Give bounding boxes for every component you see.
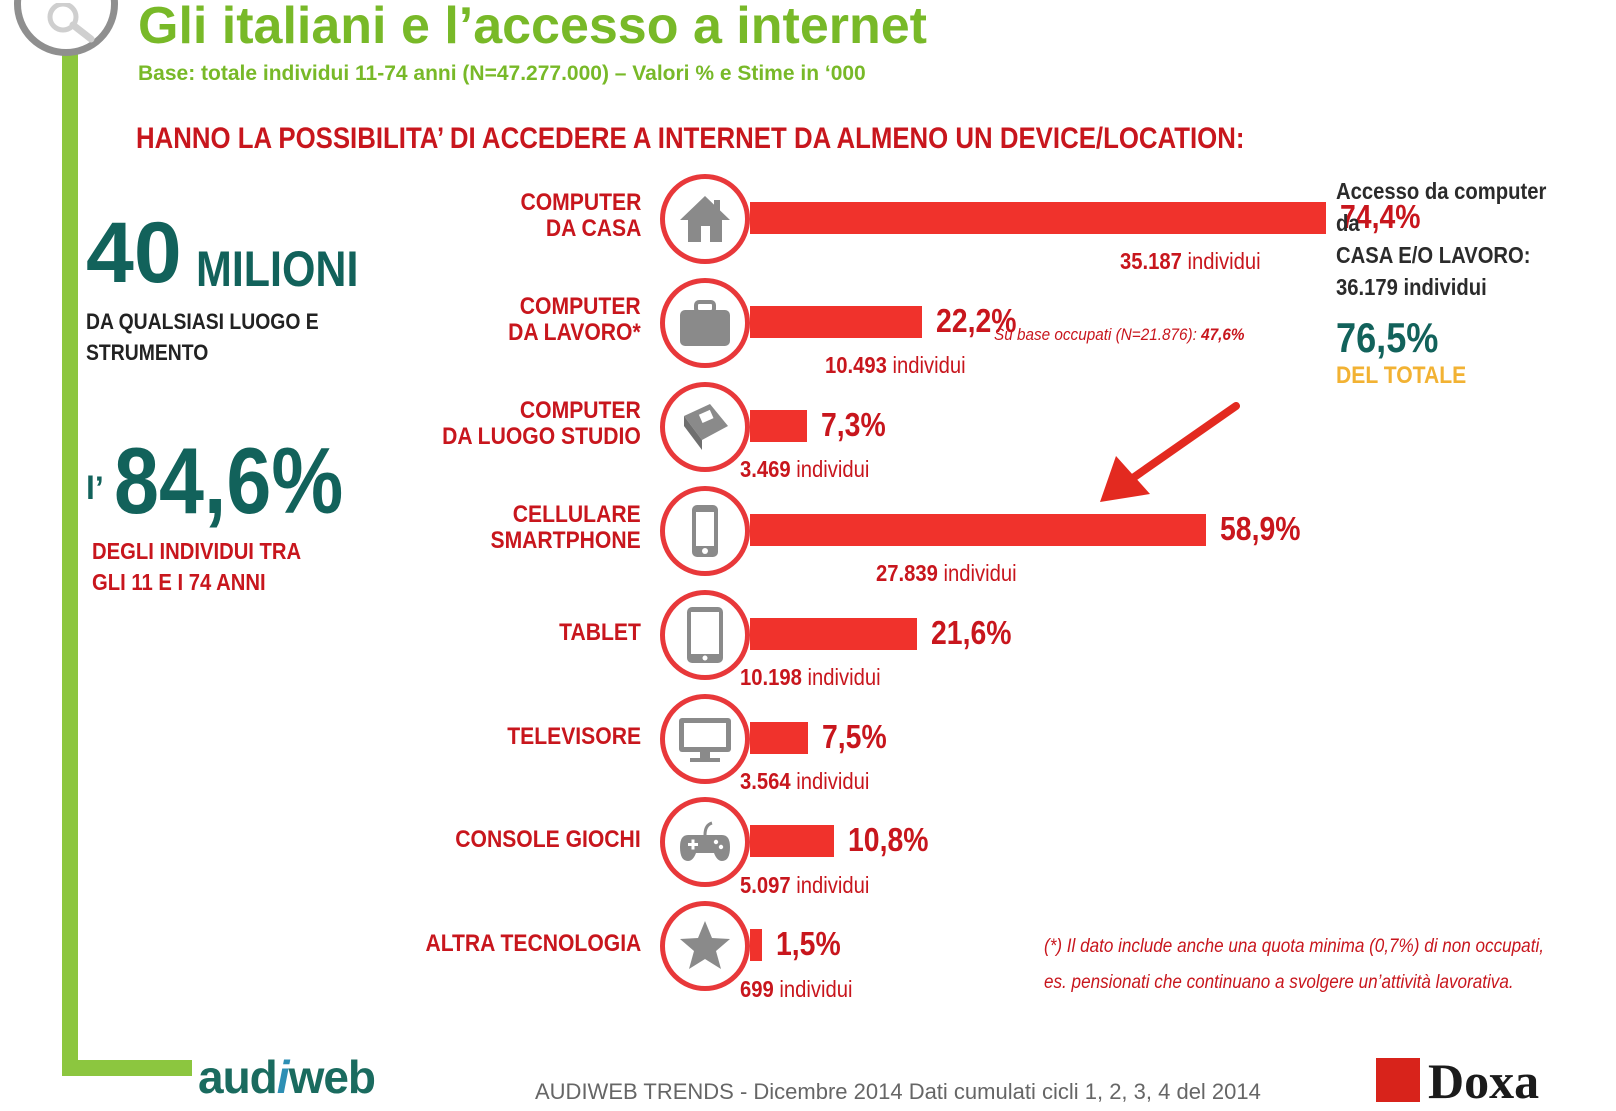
note-su-base-occupati: Su base occupati (N=21.876): 47,6% (994, 325, 1245, 344)
tablet-icon (660, 590, 750, 680)
category-label-line: DA CASA (545, 215, 641, 242)
value-label-televisore: 7,5% (822, 718, 887, 755)
big-unit: MILIONI (196, 241, 359, 297)
right-info-line3: CASA E/O LAVORO: (1336, 242, 1531, 268)
category-label-line: DA LAVORO* (508, 319, 641, 346)
category-label-computer-da-luogo-studio: COMPUTER DA LUOGO STUDIO (442, 398, 641, 450)
individui-label-televisore: 3.564 individui (740, 768, 870, 794)
category-label-line: ALTRA TECNOLOGIA (425, 930, 641, 957)
page-subtitle: Base: totale individui 11-74 anni (N=47.… (138, 62, 866, 85)
pct-desc-line2: GLI 11 E I 74 ANNI (92, 569, 266, 595)
individui-label-tablet: 10.198 individui (740, 664, 881, 690)
right-info-line1: Accesso da computer (1336, 178, 1547, 204)
arrow-icon (1100, 402, 1240, 502)
pct-desc-line1: DEGLI INDIVIDUI TRA (92, 538, 302, 564)
individui-label-computer-da-casa: 35.187 individui (1120, 248, 1261, 274)
bar-computer-da-lavoro (750, 306, 922, 338)
big-percentage: 84,6% (114, 428, 344, 533)
category-label-line: COMPUTER (520, 293, 641, 320)
value-label-computer-da-casa: 74,4% (1340, 198, 1421, 235)
pct-prefix: l’ (86, 470, 104, 506)
house-icon (660, 174, 750, 264)
audiweb-logo: audiweb (198, 1051, 376, 1103)
star-icon (660, 901, 750, 991)
category-label-line: COMPUTER (520, 189, 641, 216)
value-label-computer-da-luogo-studio: 7,3% (821, 406, 886, 443)
bar-console-giochi (750, 825, 834, 857)
bar-tablet (750, 618, 917, 650)
category-label-computer-da-casa: COMPUTER DA CASA (520, 190, 641, 242)
individui-label-cellulare-smartphone: 27.839 individui (876, 560, 1017, 586)
doxa-logo: Doxa (1428, 1053, 1540, 1109)
value-label-computer-da-lavoro: 22,2% (936, 302, 1017, 339)
value-label-tablet: 21,6% (931, 614, 1012, 651)
category-label-line: DA LUOGO STUDIO (442, 423, 641, 450)
value-label-cellulare-smartphone: 58,9% (1220, 510, 1301, 547)
category-label-computer-da-lavoro: COMPUTER DA LAVORO* (508, 294, 641, 346)
stat-desc-line1: DA QUALSIASI LUOGO E (86, 309, 319, 334)
doxa-logo-mark (1376, 1058, 1420, 1102)
monitor-icon (660, 694, 750, 784)
individui-label-console-giochi: 5.097 individui (740, 872, 870, 898)
value-label-altra-tecnologia: 1,5% (776, 925, 841, 962)
big-number: 40 (86, 205, 182, 301)
footnote-line1: (*) Il dato include anche una quota mini… (1044, 936, 1544, 957)
individui-label-computer-da-lavoro: 10.493 individui (825, 352, 966, 378)
stat-desc-line2: STRUMENTO (86, 340, 209, 365)
category-label-line: TABLET (559, 619, 641, 646)
bar-televisore (750, 722, 808, 754)
category-label-altra-tecnologia: ALTRA TECNOLOGIA (425, 931, 641, 957)
gamepad-icon (660, 797, 750, 887)
right-info-pct-desc: DEL TOTALE (1336, 362, 1467, 389)
bar-computer-da-luogo-studio (750, 410, 807, 442)
individui-label-altra-tecnologia: 699 individui (740, 976, 853, 1002)
footnote-line2: es. pensionati che continuano a svolgere… (1044, 972, 1514, 993)
category-label-console-giochi: CONSOLE GIOCHI (456, 827, 641, 853)
right-info-line4: 36.179 individui (1336, 274, 1487, 300)
green-guide-line (62, 48, 78, 1076)
briefcase-icon (660, 278, 750, 368)
chart-headline: HANNO LA POSSIBILITA’ DI ACCEDERE A INTE… (136, 122, 1245, 155)
bar-altra-tecnologia (750, 929, 762, 961)
footer-source-text: AUDIWEB TRENDS - Dicembre 2014 Dati cumu… (535, 1079, 1261, 1104)
category-label-tablet: TABLET (559, 620, 641, 646)
category-label-televisore: TELEVISORE (507, 724, 641, 750)
book-icon (660, 382, 750, 472)
category-label-line: COMPUTER (520, 397, 641, 424)
category-label-line: SMARTPHONE (490, 527, 641, 554)
page-title: Gli italiani e l’accesso a internet (138, 0, 927, 55)
value-label-console-giochi: 10,8% (848, 821, 929, 858)
right-info-percentage: 76,5% (1336, 314, 1439, 361)
green-guide-corner (62, 1060, 192, 1076)
category-label-line: CONSOLE GIOCHI (455, 826, 641, 853)
category-label-line: TELEVISORE (507, 723, 641, 750)
individui-label-computer-da-luogo-studio: 3.469 individui (740, 456, 870, 482)
bar-cellulare-smartphone (750, 514, 1206, 546)
right-info-line2: da (1336, 210, 1360, 236)
category-label-cellulare-smartphone: CELLULARE SMARTPHONE (491, 502, 641, 554)
category-label-line: CELLULARE (513, 501, 641, 528)
bar-computer-da-casa (750, 202, 1326, 234)
smartphone-icon (660, 486, 750, 576)
